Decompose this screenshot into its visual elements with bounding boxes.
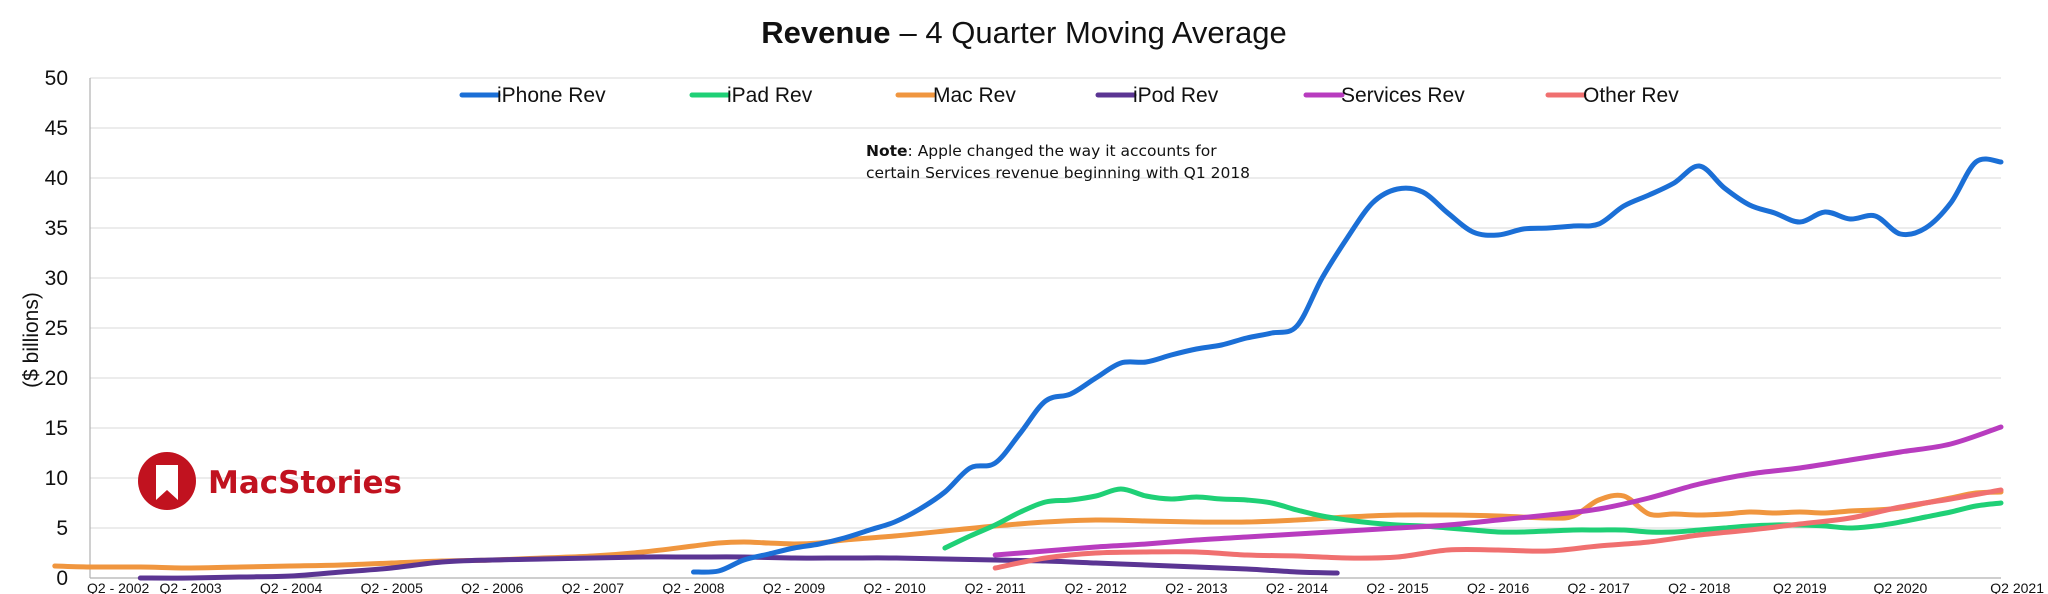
x-tick-label: Q2 - 2013 — [1165, 580, 1227, 594]
series-line-iphone-rev — [691, 156, 2004, 575]
x-tick-label: Q2 - 2008 — [662, 580, 724, 594]
series-lines — [52, 156, 2004, 581]
chart-subtitle: – 4 Quarter Moving Average — [900, 15, 1287, 50]
x-tick-label: Q2 - 2003 — [159, 580, 221, 594]
legend-item-other-rev: Other Rev — [1545, 84, 1679, 107]
x-tick-label: Q2 - 2007 — [562, 580, 624, 594]
chart-title-main: Revenue — [761, 15, 890, 50]
y-tick-label: 0 — [56, 567, 68, 590]
note-bold: Note — [866, 142, 908, 160]
y-tick-label: 5 — [56, 517, 68, 540]
legend-label: iPhone Rev — [497, 84, 606, 107]
x-tick-label: Q2 2020 — [1874, 580, 1928, 594]
legend-item-ipod-rev: iPod Rev — [1095, 84, 1219, 107]
y-axis-label: ($ billions) — [20, 292, 43, 388]
legend-item-ipad-rev: iPad Rev — [689, 84, 813, 107]
legend-label: iPod Rev — [1133, 84, 1219, 107]
x-tick-label: Q2 2021 — [1990, 580, 2044, 594]
x-tick-label: Q2 - 2002 — [87, 580, 149, 594]
x-tick-label: Q2 2019 — [1773, 580, 1827, 594]
x-tick-label: Q2 - 2012 — [1065, 580, 1127, 594]
y-tick-label: 40 — [45, 167, 68, 190]
gridlines — [90, 77, 2001, 529]
y-tick-label: 50 — [45, 67, 68, 90]
macstories-logo: MacStories — [138, 452, 402, 510]
bookmark-icon-glyph — [156, 465, 178, 500]
axes — [89, 78, 2001, 579]
legend-item-iphone-rev: iPhone Rev — [459, 84, 606, 107]
y-tick-label: 30 — [45, 267, 68, 290]
legend-label: iPad Rev — [727, 84, 813, 107]
x-tick-label: Q2 - 2016 — [1467, 580, 1529, 594]
y-tick-label: 10 — [45, 467, 68, 490]
chart-title: Revenue – 4 Quarter Moving Average — [761, 15, 1286, 50]
series-line-other-rev — [992, 487, 2004, 571]
legend-item-mac-rev: Mac Rev — [895, 84, 1016, 107]
y-tick-label: 15 — [45, 417, 68, 440]
x-tick-label: Q2 - 2006 — [461, 580, 523, 594]
y-tick-labels: 0 5 10 15 20 25 30 35 40 45 50 — [45, 67, 68, 590]
legend: iPhone Rev iPad Rev Mac Rev iPod Rev Service… — [459, 84, 1679, 107]
y-tick-label: 45 — [45, 117, 68, 140]
legend-label: Mac Rev — [933, 84, 1016, 107]
x-tick-labels: Q2 - 2002 Q2 - 2003 Q2 - 2004 Q2 - 2005 Q2 -… — [87, 580, 2044, 594]
note-line-1: : Apple changed the way it accounts for — [908, 142, 1218, 160]
y-tick-label: 35 — [45, 217, 68, 240]
x-tick-label: Q2 - 2015 — [1366, 580, 1428, 594]
legend-label: Services Rev — [1341, 84, 1465, 107]
x-tick-label: Q2 - 2018 — [1668, 580, 1730, 594]
x-tick-label: Q2 - 2017 — [1568, 580, 1630, 594]
x-tick-label: Q2 - 2005 — [361, 580, 423, 594]
x-tick-label: Q2 - 2010 — [863, 580, 925, 594]
note-line-2: certain Services revenue beginning with … — [866, 164, 1250, 182]
x-tick-label: Q2 - 2009 — [763, 580, 825, 594]
y-tick-label: 25 — [45, 317, 68, 340]
x-tick-label: Q2 - 2011 — [965, 580, 1026, 594]
x-tick-label: Q2 - 2014 — [1266, 580, 1328, 594]
y-tick-label: 20 — [45, 367, 68, 390]
x-tick-label: Q2 - 2004 — [260, 580, 322, 594]
legend-label: Other Rev — [1583, 84, 1679, 107]
series-line-ipod-rev — [137, 554, 1340, 581]
series-line-services-rev — [992, 424, 2004, 558]
note-annotation: Note: Apple changed the way it accounts … — [866, 142, 1250, 182]
series-line-ipad-rev — [942, 486, 2004, 551]
logo-text: MacStories — [208, 465, 402, 501]
legend-item-services-rev: Services Rev — [1303, 84, 1465, 107]
